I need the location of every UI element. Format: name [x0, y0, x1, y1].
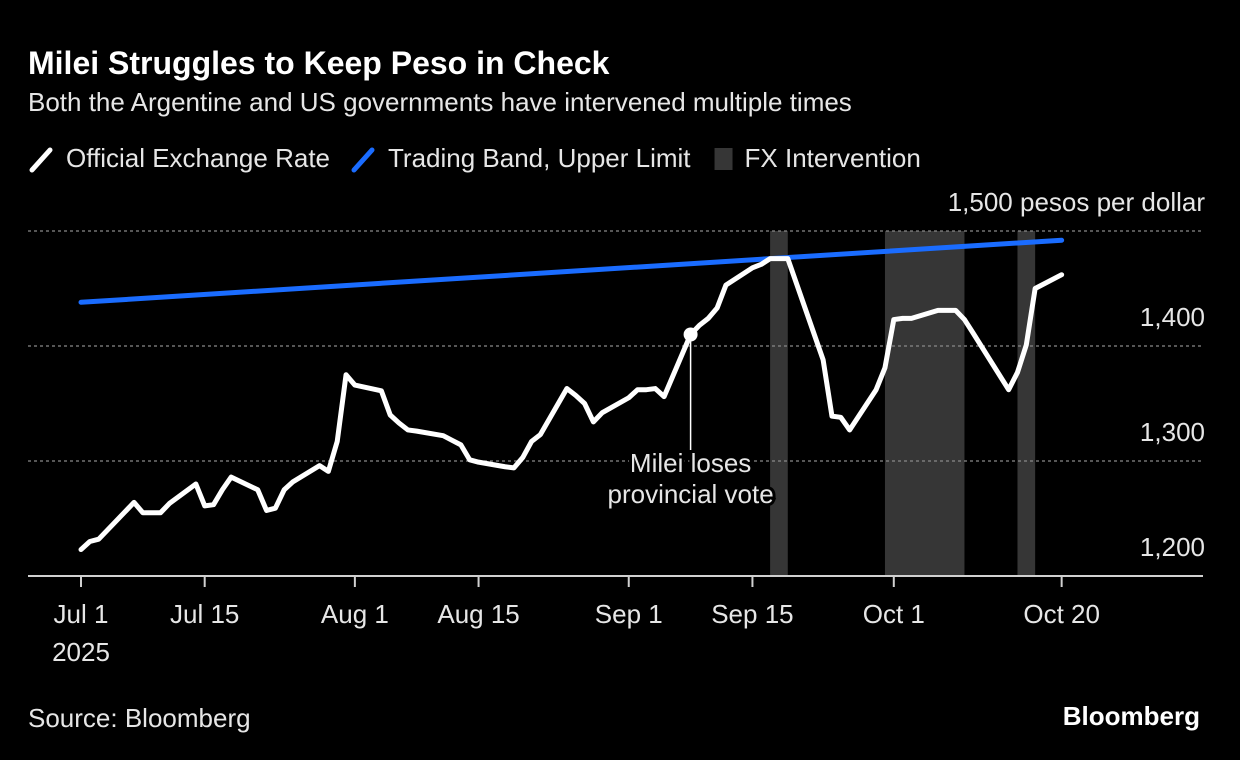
series-line — [78, 256, 1065, 553]
y-tick-label: 1,500 pesos per dollar — [948, 187, 1206, 217]
x-year-label: 2025 — [52, 637, 110, 667]
intervention-band — [1017, 231, 1036, 576]
annotation-text: Milei loses — [630, 448, 751, 478]
y-tick-label: 1,300 — [1140, 417, 1205, 447]
chart-title: Milei Struggles to Keep Peso in Check — [28, 45, 610, 81]
series-line — [78, 237, 1065, 305]
legend-swatch — [714, 148, 733, 170]
y-tick-label: 1,400 — [1140, 302, 1205, 332]
x-tick-label: Jul 1 — [54, 599, 109, 629]
intervention-band — [884, 231, 965, 576]
x-tick-label: Aug 15 — [437, 599, 519, 629]
annotation-text: provincial vote — [607, 479, 773, 509]
intervention-band — [770, 231, 788, 576]
y-tick-label: 1,200 — [1140, 532, 1205, 562]
source: Source: Bloomberg — [28, 703, 251, 733]
legend-label: Trading Band, Upper Limit — [388, 143, 691, 173]
x-tick-label: Oct 20 — [1023, 599, 1100, 629]
legend-swatch — [29, 147, 53, 173]
logo: Bloomberg — [1063, 701, 1200, 731]
x-tick-label: Sep 15 — [711, 599, 793, 629]
x-tick-label: Jul 15 — [170, 599, 239, 629]
chart-subtitle: Both the Argentine and US governments ha… — [28, 87, 852, 117]
legend-label: Official Exchange Rate — [66, 143, 330, 173]
legend-swatch — [351, 147, 375, 173]
x-tick-label: Sep 1 — [595, 599, 663, 629]
x-tick-label: Aug 1 — [321, 599, 389, 629]
legend-label: FX Intervention — [745, 143, 921, 173]
annotation-point — [683, 327, 698, 342]
x-tick-label: Oct 1 — [863, 599, 925, 629]
